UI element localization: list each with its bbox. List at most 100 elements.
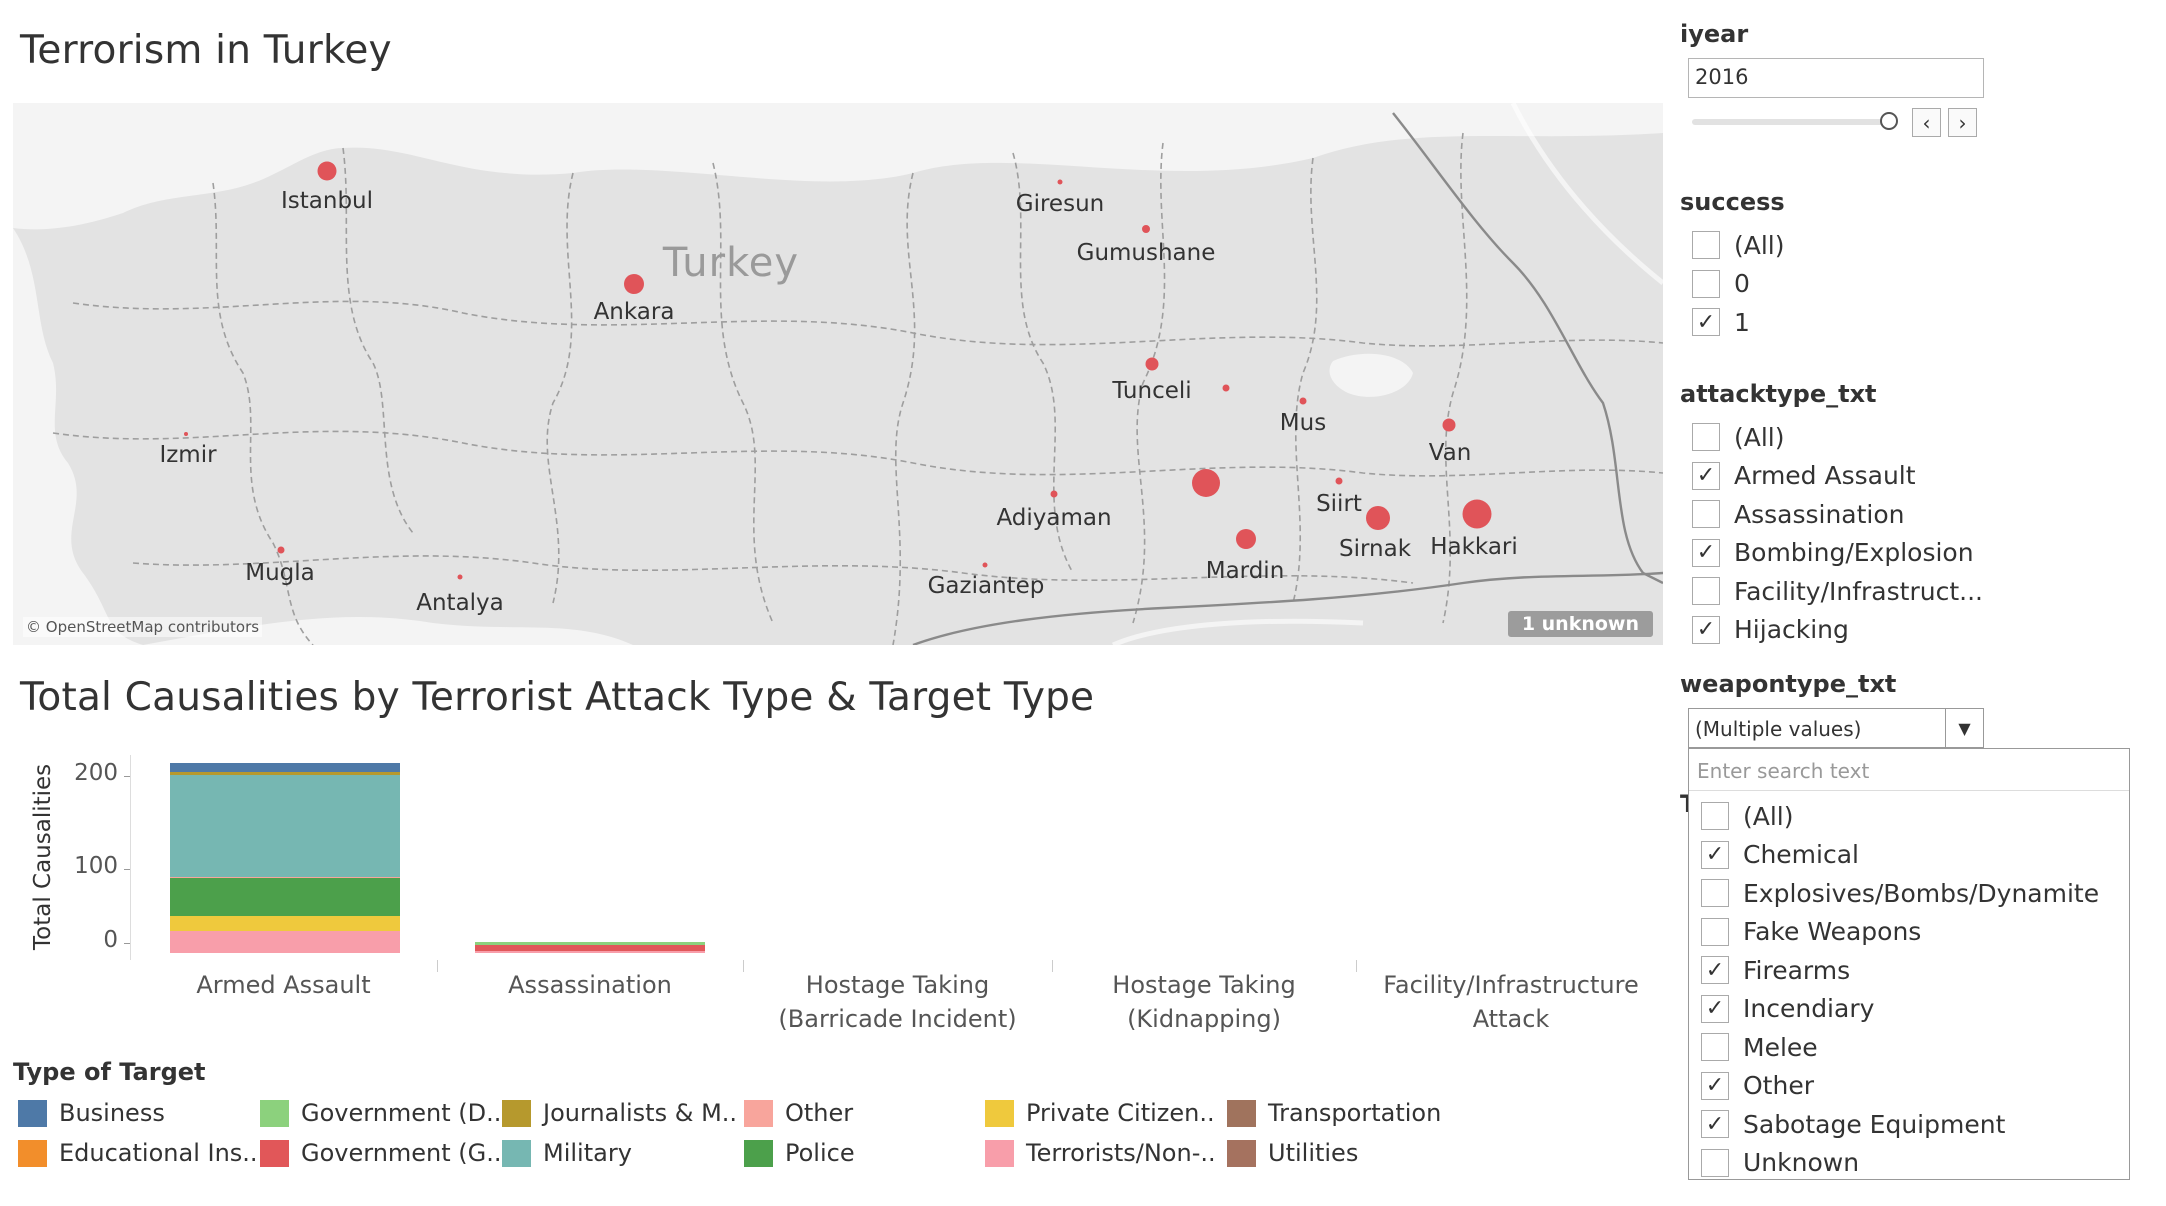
- bar-segment[interactable]: [475, 951, 705, 953]
- filter-option[interactable]: ✓ Chemical: [1701, 839, 1859, 871]
- search-input[interactable]: Enter search text: [1689, 749, 2129, 791]
- prev-year-button[interactable]: ‹: [1912, 108, 1941, 137]
- checkbox-checked[interactable]: ✓: [1701, 994, 1729, 1023]
- category-label-hostage-kidnapping[interactable]: Hostage Taking (Kidnapping): [1052, 968, 1356, 1036]
- bar-segment[interactable]: [170, 876, 400, 879]
- map-marker-mardin[interactable]: [1236, 529, 1256, 549]
- checkbox[interactable]: [1701, 802, 1729, 830]
- category-label-hostage-barricade[interactable]: Hostage Taking (Barricade Incident): [743, 968, 1052, 1036]
- year-input[interactable]: 2016: [1688, 58, 1984, 98]
- map-marker-gumushane[interactable]: [1142, 225, 1150, 233]
- map-marker-adiyaman[interactable]: [1050, 490, 1058, 498]
- map-marker-van[interactable]: [1442, 418, 1456, 432]
- filter-option[interactable]: 0: [1692, 268, 1750, 300]
- map-marker-tunceli[interactable]: [1145, 357, 1159, 371]
- legend-item[interactable]: Transportation: [1227, 1098, 1441, 1128]
- legend-item[interactable]: Military: [502, 1138, 632, 1168]
- bar-segment[interactable]: [170, 774, 400, 877]
- filter-option[interactable]: Unknown: [1701, 1147, 1859, 1179]
- unknown-badge[interactable]: 1 unknown: [1507, 611, 1653, 637]
- category-label-facility-attack[interactable]: Facility/Infrastructure Attack: [1356, 968, 1666, 1036]
- category-separator: [437, 960, 438, 972]
- filter-option[interactable]: ✓ Firearms: [1701, 954, 1850, 986]
- checkbox[interactable]: [1701, 1033, 1729, 1061]
- bar-segment[interactable]: [170, 930, 400, 953]
- y-tick-label: 0: [103, 927, 118, 953]
- filter-option[interactable]: ✓ Hijacking: [1692, 614, 1849, 646]
- checkbox[interactable]: [1692, 577, 1720, 605]
- legend-item[interactable]: Business: [18, 1098, 165, 1128]
- legend-item[interactable]: Other: [744, 1098, 853, 1128]
- filter-option[interactable]: Melee: [1701, 1031, 1818, 1063]
- checkbox-checked[interactable]: ✓: [1692, 308, 1720, 336]
- map-marker-sirnak[interactable]: [1366, 506, 1390, 530]
- bar-segment[interactable]: [170, 916, 400, 931]
- map-marker-ankara[interactable]: [624, 274, 644, 294]
- filter-option[interactable]: (All): [1692, 421, 1785, 453]
- y-axis-label: Total Causalities: [30, 763, 56, 950]
- filter-option[interactable]: ✓ Armed Assault: [1692, 460, 1916, 492]
- map-attribution[interactable]: © OpenStreetMap contributors: [23, 617, 263, 637]
- category-label-line: Hostage Taking: [1112, 971, 1296, 999]
- map-marker-istanbul[interactable]: [317, 161, 337, 181]
- filter-option[interactable]: Explosives/Bombs/Dynamite: [1701, 877, 2099, 909]
- checkbox-checked[interactable]: ✓: [1692, 615, 1720, 644]
- year-slider-track[interactable]: [1692, 119, 1892, 125]
- checkbox[interactable]: [1701, 1148, 1729, 1177]
- legend-item[interactable]: Journalists & M..: [502, 1098, 737, 1128]
- bar-segment[interactable]: [475, 944, 705, 952]
- checkbox-checked[interactable]: ✓: [1692, 461, 1720, 490]
- bar-segment[interactable]: [170, 877, 400, 917]
- map-marker-batman[interactable]: [1335, 477, 1343, 485]
- category-label-assassination[interactable]: Assassination: [437, 968, 743, 1002]
- filter-option[interactable]: ✓ Incendiary: [1701, 993, 1874, 1025]
- checkbox-checked[interactable]: ✓: [1701, 1071, 1729, 1100]
- bar-segment[interactable]: [170, 762, 400, 772]
- filter-option[interactable]: Fake Weapons: [1701, 916, 1921, 948]
- checkbox[interactable]: [1701, 879, 1729, 907]
- weapontype-dropdown[interactable]: (Multiple values) ▼: [1688, 708, 1984, 748]
- map-marker-bingol[interactable]: [1222, 384, 1230, 392]
- legend-item[interactable]: Private Citizen..: [985, 1098, 1215, 1128]
- filter-option[interactable]: ✓ Bombing/Explosion: [1692, 537, 1974, 569]
- map-marker-mugla[interactable]: [277, 546, 285, 554]
- checkbox-checked[interactable]: ✓: [1701, 956, 1729, 984]
- map-marker-izmir[interactable]: [184, 432, 188, 436]
- legend-item[interactable]: Government (G..: [260, 1138, 502, 1168]
- bar-segment[interactable]: [170, 771, 400, 775]
- filter-option[interactable]: ✓ 1: [1692, 306, 1750, 338]
- legend-item[interactable]: Utilities: [1227, 1138, 1358, 1168]
- checkbox[interactable]: [1692, 269, 1720, 298]
- checkbox[interactable]: [1692, 423, 1720, 451]
- category-separator: [1356, 960, 1357, 972]
- bar-segment[interactable]: [475, 941, 705, 945]
- checkbox-checked[interactable]: ✓: [1692, 538, 1720, 567]
- map-marker-giresun[interactable]: [1057, 179, 1063, 185]
- checkbox[interactable]: [1701, 917, 1729, 946]
- map-marker-mus[interactable]: [1299, 397, 1307, 405]
- filter-option[interactable]: (All): [1701, 800, 1794, 832]
- legend-item[interactable]: Police: [744, 1138, 855, 1168]
- map-view[interactable]: Turkey Istanbul Giresun Gumushane Ankara…: [13, 103, 1663, 645]
- caret-down-icon[interactable]: ▼: [1945, 709, 1983, 747]
- legend-item[interactable]: Terrorists/Non-..: [985, 1138, 1216, 1168]
- filter-option[interactable]: ✓ Sabotage Equipment: [1701, 1108, 2005, 1140]
- filter-option[interactable]: (All): [1692, 229, 1785, 261]
- filter-option[interactable]: Facility/Infrastruct...: [1692, 575, 1983, 607]
- legend-item[interactable]: Government (D..: [260, 1098, 501, 1128]
- map-marker-gaziantep[interactable]: [982, 562, 988, 568]
- map-marker-diyarbakir[interactable]: [1192, 469, 1220, 497]
- legend-swatch: [1227, 1139, 1256, 1167]
- filter-option[interactable]: ✓ Other: [1701, 1070, 1814, 1102]
- checkbox-checked[interactable]: ✓: [1701, 1110, 1729, 1138]
- map-marker-antalya[interactable]: [457, 574, 463, 580]
- checkbox[interactable]: [1692, 500, 1720, 528]
- filter-option[interactable]: Assassination: [1692, 498, 1905, 530]
- checkbox[interactable]: [1692, 231, 1720, 259]
- category-label-armed-assault[interactable]: Armed Assault: [130, 968, 437, 1002]
- year-slider-thumb[interactable]: [1880, 112, 1898, 130]
- checkbox-checked[interactable]: ✓: [1701, 840, 1729, 869]
- legend-item[interactable]: Educational Ins..: [18, 1138, 258, 1168]
- map-marker-hakkari[interactable]: [1462, 499, 1492, 529]
- next-year-button[interactable]: ›: [1948, 108, 1977, 137]
